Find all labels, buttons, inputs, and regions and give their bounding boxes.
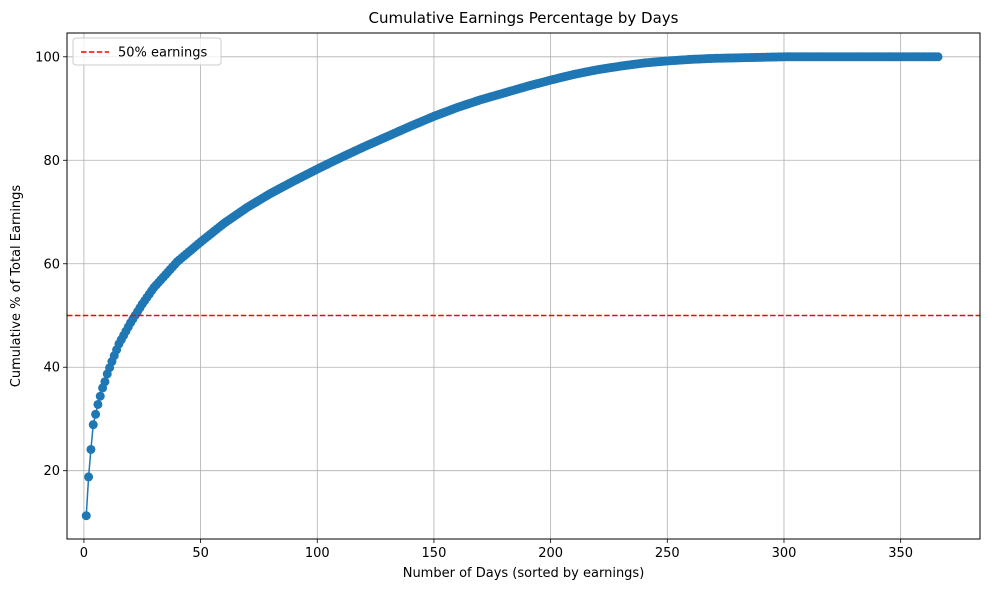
y-tick-label: 60	[43, 257, 60, 272]
y-axis-ticks: 20 40 60 80 100	[35, 50, 67, 479]
y-tick-label: 20	[43, 464, 60, 479]
y-tick-label: 80	[43, 154, 60, 169]
x-tick-label: 0	[80, 546, 88, 561]
y-tick-label: 40	[43, 361, 60, 376]
chart-title: Cumulative Earnings Percentage by Days	[369, 9, 679, 27]
x-tick-label: 350	[888, 546, 913, 561]
x-tick-label: 100	[305, 546, 330, 561]
x-tick-label: 150	[422, 546, 447, 561]
x-axis-label: Number of Days (sorted by earnings)	[403, 566, 645, 581]
data-point	[93, 399, 103, 409]
data-point	[86, 444, 96, 454]
plot-frame	[66, 32, 981, 540]
data-point	[88, 420, 98, 430]
legend: 50% earnings	[72, 37, 222, 66]
y-axis-label: Cumulative % of Total Earnings	[9, 185, 24, 388]
x-tick-label: 300	[772, 546, 797, 561]
y-tick-label: 100	[35, 50, 60, 65]
data-point	[91, 409, 101, 419]
x-tick-label: 200	[538, 546, 563, 561]
series-markers-group	[81, 52, 943, 521]
data-point	[84, 472, 94, 482]
data-point	[95, 391, 105, 401]
grid-lines	[67, 33, 980, 539]
legend-box	[72, 37, 222, 66]
x-axis-ticks: 0 50 100 150 200 250 300 350	[80, 539, 913, 561]
legend-label: 50% earnings	[118, 46, 207, 61]
x-tick-label: 250	[655, 546, 680, 561]
x-tick-label: 50	[192, 546, 209, 561]
data-point	[81, 511, 91, 521]
data-point	[100, 377, 110, 387]
data-point	[933, 52, 943, 62]
